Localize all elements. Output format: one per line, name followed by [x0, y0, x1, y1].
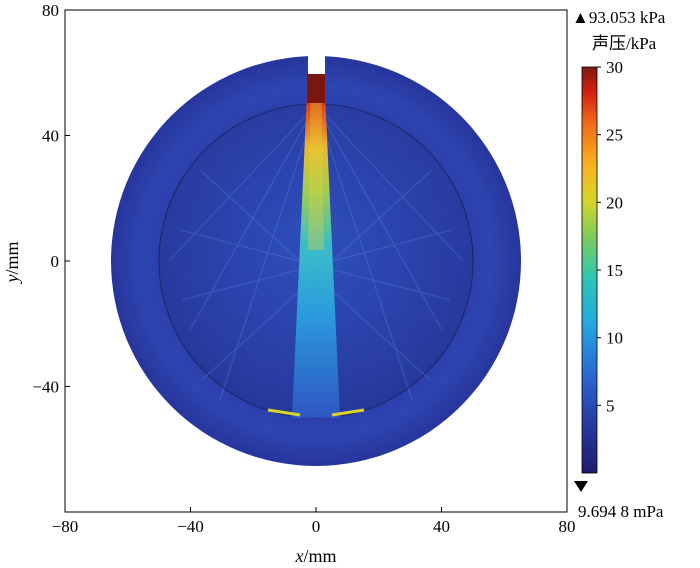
top-notch — [308, 54, 325, 74]
colorbar-ticks: 30 25 20 15 10 5 — [597, 58, 623, 415]
y-tick-label: 40 — [42, 127, 59, 146]
colorbar-label: 声压/kPa — [592, 34, 657, 53]
y-tick-label: 80 — [42, 1, 59, 20]
y-axis-var: y — [2, 275, 22, 285]
x-tick-label: −80 — [52, 517, 79, 536]
pressure-field — [111, 54, 521, 466]
x-tick-label: 0 — [312, 517, 321, 536]
x-axis: −80 −40 0 40 80 — [52, 507, 576, 536]
colorbar: ▲93.053 kPa 声压/kPa 30 25 20 15 10 5 9.694 8 m… — [572, 8, 666, 521]
y-axis-unit: /mm — [2, 241, 22, 274]
x-axis-title: x/mm — [294, 546, 336, 566]
colorbar-min-triangle — [574, 481, 588, 492]
x-axis-var: x — [294, 546, 303, 566]
colorbar-tick-label: 20 — [606, 193, 623, 212]
beam-core — [308, 72, 324, 250]
colorbar-tick-label: 25 — [606, 126, 623, 145]
y-tick-label: −40 — [32, 378, 59, 397]
x-tick-label: 80 — [559, 517, 576, 536]
transducer-source — [307, 73, 325, 103]
receiver-left — [267, 408, 301, 417]
colorbar-tick-label: 15 — [606, 261, 623, 280]
focused-beam — [292, 72, 340, 418]
y-axis: 80 40 0 −40 — [32, 1, 70, 397]
colorbar-min-marker: 9.694 8 mPa — [578, 502, 664, 521]
colorbar-tick-label: 10 — [606, 329, 623, 348]
colorbar-scale — [581, 66, 598, 474]
x-tick-label: 40 — [433, 517, 450, 536]
colorbar-max-marker: ▲93.053 kPa — [572, 8, 666, 27]
receiver-right — [331, 408, 365, 417]
x-tick-label: −40 — [177, 517, 204, 536]
colorbar-tick-label: 5 — [606, 396, 615, 415]
y-axis-title: y/mm — [2, 241, 22, 284]
colorbar-tick-label: 30 — [606, 58, 623, 77]
y-tick-label: 0 — [51, 252, 60, 271]
x-axis-unit: /mm — [303, 546, 336, 566]
